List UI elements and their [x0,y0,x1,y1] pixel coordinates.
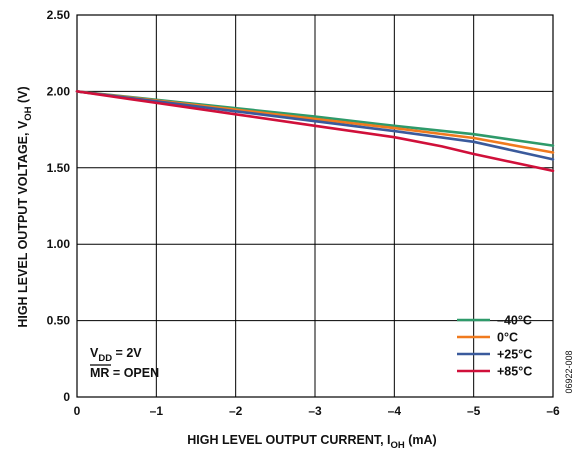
x-tick-label: –6 [546,404,560,418]
y-axis-ticks: 0 0.50 1.00 1.50 2.00 2.50 [47,8,71,404]
figure-id: 06922-008 [564,350,574,393]
y-axis-title: HIGH LEVEL OUTPUT VOLTAGE, VOH (V) [16,86,34,327]
x-axis-title: HIGH LEVEL OUTPUT CURRENT, IOH (mA) [187,433,436,451]
series-line [75,90,555,173]
mr-rest: = OPEN [109,366,159,380]
x-tick-label: 0 [74,404,81,418]
y-tick-label: 0.50 [47,314,71,328]
legend-label: –40°C [497,314,532,328]
plot-area [76,14,554,398]
x-tick-label: –3 [308,404,322,418]
vdd-main: V [90,346,99,360]
y-tick-label: 0 [63,390,70,404]
mr-main: MR [90,366,109,380]
y-axis-title-sub: OH [23,106,34,120]
x-tick-label: –5 [467,404,481,418]
series-lines [75,90,555,173]
x-tick-label: –4 [388,404,402,418]
series-line [75,90,555,161]
y-tick-label: 2.50 [47,8,71,22]
x-axis-title-sub: OH [391,440,405,451]
x-axis-title-main: HIGH LEVEL OUTPUT CURRENT, I [187,433,390,447]
vdd-sub: DD [98,353,112,364]
vdd-annotation: VDD = 2V [90,346,142,364]
y-tick-label: 2.00 [47,84,71,98]
legend-label: 0°C [497,331,518,345]
grid [76,14,554,398]
vdd-rest: = 2V [112,346,142,360]
mr-annotation: MR = OPEN [90,366,159,380]
legend-label: +85°C [497,365,532,379]
y-axis-title-main: HIGH LEVEL OUTPUT VOLTAGE, V [16,120,30,328]
legend-label: +25°C [497,348,532,362]
legend: –40°C 0°C +25°C +85°C [457,314,532,379]
y-tick-label: 1.50 [47,161,71,175]
x-axis-title-unit: (mA) [405,433,437,447]
x-tick-label: –2 [229,404,243,418]
x-tick-label: –1 [150,404,164,418]
y-tick-label: 1.00 [47,237,71,251]
y-axis-title-unit: (V) [16,86,30,106]
x-axis-ticks: 0 –1 –2 –3 –4 –5 –6 [74,404,560,418]
